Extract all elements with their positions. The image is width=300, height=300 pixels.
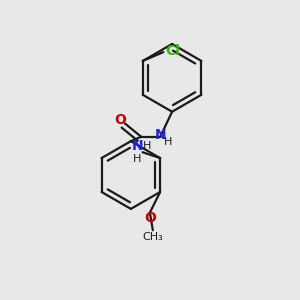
Text: CH₃: CH₃ xyxy=(142,232,163,242)
Text: N: N xyxy=(131,139,143,153)
Text: H: H xyxy=(133,154,141,164)
Text: H: H xyxy=(164,137,173,147)
Text: O: O xyxy=(144,211,156,225)
Text: O: O xyxy=(115,113,127,127)
Text: N: N xyxy=(155,128,167,142)
Text: H: H xyxy=(143,141,151,151)
Text: Cl: Cl xyxy=(166,44,181,58)
